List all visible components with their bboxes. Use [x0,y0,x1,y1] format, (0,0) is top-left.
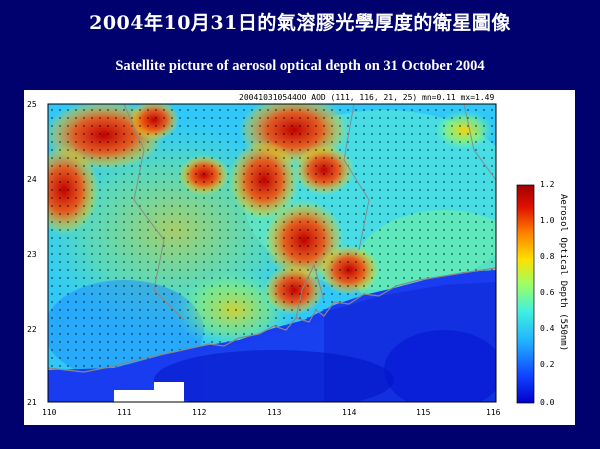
y-tick-label: 25 [27,100,37,109]
x-tick-label: 112 [192,408,207,417]
map-header-text: 200410310544OO AOD (111, 116, 21, 25) mn… [239,93,494,102]
x-tick-label: 115 [416,408,431,417]
y-tick-label: 22 [27,325,37,334]
aod-map-figure: 200410310544OO AOD (111, 116, 21, 25) mn… [27,93,568,417]
colorbar-tick-label: 0.4 [540,324,555,333]
title-zh: 2004年10月31日的氣溶膠光學厚度的衛星圖像 [89,12,511,34]
colorbar-tick-label: 1.0 [540,216,555,225]
x-tick-label: 116 [486,408,501,417]
colorbar-label: Aerosol Optical Depth (550nm) [558,194,568,351]
colorbar-tick-label: 0.6 [540,288,555,297]
x-axis: 110 111 112 113 114 115 116 [42,408,501,417]
y-tick-label: 24 [27,175,37,184]
y-axis: 25 24 23 22 21 [27,100,37,407]
title-en: Satellite picture of aerosol optical dep… [115,58,485,74]
colorbar-tick-label: 0.2 [540,360,555,369]
colorbar-tick-label: 0.8 [540,252,555,261]
x-tick-label: 113 [267,408,282,417]
colorbar-gradient [516,184,535,404]
colorbar: 1.2 1.0 0.8 0.6 0.4 0.2 0.0 Aerosol Opti… [516,180,568,407]
y-tick-label: 21 [27,398,37,407]
x-tick-label: 114 [342,408,357,417]
aod-map [48,104,496,402]
y-tick-label: 23 [27,250,37,259]
figure-panel: 200410310544OO AOD (111, 116, 21, 25) mn… [24,90,575,425]
colorbar-tick-label: 1.2 [540,180,555,189]
x-tick-label: 110 [42,408,57,417]
colorbar-tick-label: 0.0 [540,398,555,407]
x-tick-label: 111 [117,408,132,417]
